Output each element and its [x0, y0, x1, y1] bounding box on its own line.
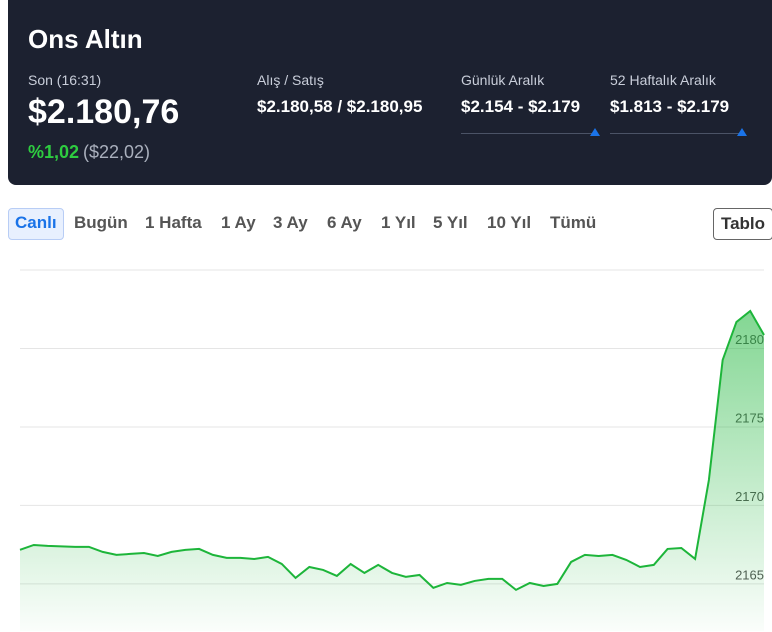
table-button[interactable]: Tablo — [713, 208, 772, 240]
stat-label: Günlük Aralık — [461, 72, 545, 88]
range-tab[interactable]: 5 Yıl — [433, 213, 468, 232]
quote-header: Ons Altın Son (16:31) $2.180,76 %1,02 ($… — [8, 0, 772, 185]
stat-label: Alış / Satış — [257, 72, 324, 88]
range-tab[interactable]: 10 Yıl — [487, 213, 532, 232]
last-label: Son (16:31) — [28, 72, 102, 88]
change-abs: ($22,02) — [83, 142, 151, 162]
range-tab[interactable]: 1 Hafta — [145, 213, 202, 232]
range-tab[interactable]: 1 Yıl — [381, 213, 416, 232]
stat-value: $2.180,58 / $2.180,95 — [257, 97, 423, 116]
price: $2.180,76 — [28, 93, 180, 131]
chart: 2165217021752180 — [19, 269, 765, 631]
range-tab[interactable]: Tümü — [550, 213, 597, 232]
range-marker — [590, 128, 600, 136]
line — [19, 309, 765, 592]
range-tab[interactable]: 6 Ay — [327, 213, 362, 232]
range-tab[interactable]: Bugün — [74, 213, 128, 232]
stat-value: $2.154 - $2.179 — [461, 97, 581, 116]
range-tab[interactable]: Canlı — [8, 208, 64, 240]
range-tab[interactable]: 1 Ay — [221, 213, 256, 232]
change-pct: %1,02 — [28, 142, 80, 162]
range-marker — [737, 128, 747, 136]
range-tab[interactable]: 3 Ay — [273, 213, 308, 232]
stat-value: $1.813 - $2.179 — [610, 97, 730, 116]
title: Ons Altın — [28, 24, 143, 54]
range-bar — [610, 133, 745, 134]
stat-label: 52 Haftalık Aralık — [610, 72, 716, 88]
range-bar — [461, 133, 597, 134]
area — [20, 310, 764, 631]
